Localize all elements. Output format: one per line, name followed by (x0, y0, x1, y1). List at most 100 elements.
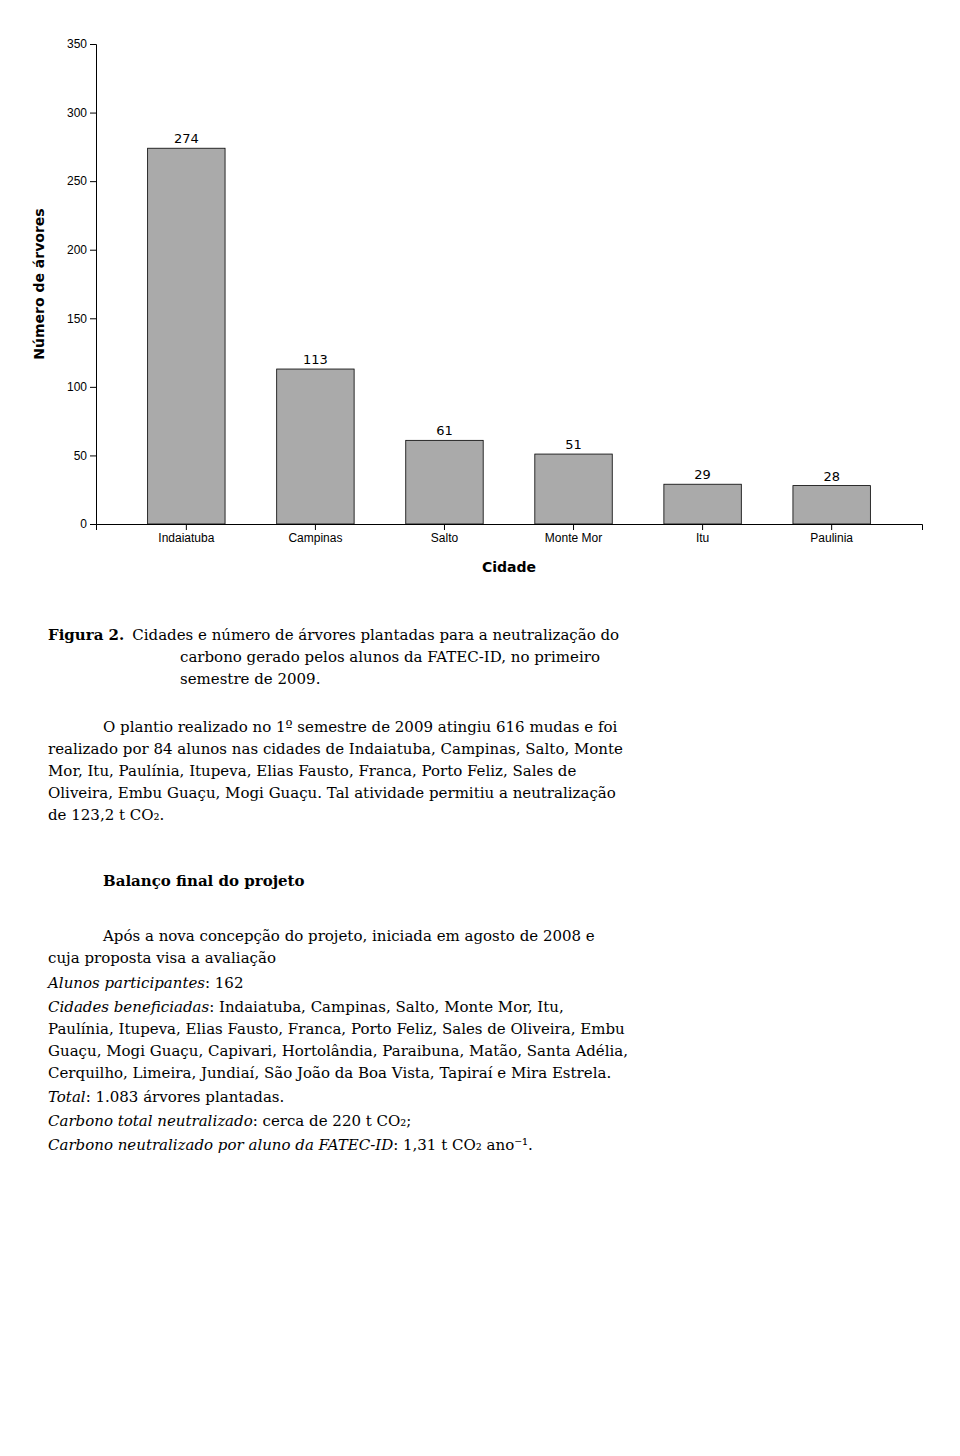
text-line: Cidades beneficiadas: Indaiatuba, Campin… (48, 998, 564, 1016)
text-line: realizado por 84 alunos nas cidades de I… (48, 740, 623, 758)
text-run: Guaçu, Mogi Guaçu, Capivari, Hortolândia… (48, 1042, 628, 1060)
text-run: O plantio realizado no 1º semestre de 20… (103, 718, 618, 736)
text-run: Paulínia, Itupeva, Elias Fausto, Franca,… (48, 1020, 625, 1038)
text-run: Carbono total neutralizado (48, 1112, 253, 1130)
text-line: Paulínia, Itupeva, Elias Fausto, Franca,… (48, 1020, 625, 1038)
y-axis: 0 50 100 150 200 250 300 350 (67, 37, 97, 531)
y-tick-label: 100 (67, 380, 87, 394)
y-tick-label: 150 (67, 312, 87, 326)
text-line: Cerquilho, Limeira, Jundiaí, São João da… (48, 1064, 611, 1082)
text-line: Oliveira, Embu Guaçu, Mogi Guaçu. Tal at… (48, 784, 616, 802)
x-tick-label: Monte Mor (545, 531, 602, 545)
y-tick-label: 50 (74, 449, 88, 463)
page: 274 113 61 51 29 28 0 50 100 150 200 250 300 350 Indai… (0, 0, 960, 1456)
y-tick-mark (90, 524, 96, 525)
x-axis: Indaiatuba Campinas Salto Monte Mor Itu Pauli… (97, 524, 923, 545)
text-line: Figura 2. Cidades e número de árvores pla… (48, 626, 619, 644)
text-line: Total: 1.083 árvores plantadas. (48, 1088, 284, 1106)
data-label: 51 (565, 437, 582, 452)
y-tick-label: 0 (80, 517, 87, 531)
text-run: Total (48, 1088, 86, 1106)
y-tick-label: 350 (67, 37, 87, 51)
x-tick: Indaiatuba (158, 524, 214, 545)
text-run: Alunos participantes (46, 974, 205, 992)
text-run: Cerquilho, Limeira, Jundiaí, São João da… (48, 1064, 611, 1082)
body-text: Figura 2. Cidades e número de árvores pla… (46, 626, 628, 1154)
text-run: semestre de 2009. (180, 670, 320, 688)
x-tick-label: Indaiatuba (158, 531, 214, 545)
text-line: Alunos participantes: 162 (46, 974, 243, 992)
x-tick: Campinas (288, 524, 342, 545)
x-tick: Paulinia (810, 524, 853, 545)
bar (148, 148, 225, 524)
y-tick: 50 (74, 449, 96, 463)
x-tick: Salto (431, 524, 459, 545)
bar (664, 484, 741, 524)
x-tick: Itu (696, 524, 709, 545)
data-label: 113 (303, 352, 328, 367)
bar (277, 369, 354, 524)
y-tick-mark (90, 387, 96, 388)
x-tick-label: Campinas (288, 531, 342, 545)
text-line: Após a nova concepção do projeto, inicia… (102, 927, 595, 945)
y-axis-line (90, 45, 97, 525)
x-tick-mark (573, 524, 574, 530)
bars (148, 148, 871, 524)
y-tick-mark (90, 113, 96, 114)
text-run: : 1,31 t CO₂ ano⁻¹. (393, 1136, 533, 1154)
x-axis-line (97, 525, 923, 531)
text-run: de 123,2 t CO₂. (48, 806, 164, 824)
y-tick-mark (90, 318, 96, 319)
y-tick: 350 (67, 37, 96, 51)
text-line: Guaçu, Mogi Guaçu, Capivari, Hortolândia… (48, 1042, 628, 1060)
text-run: Cidades e número de árvores plantadas pa… (132, 626, 619, 644)
y-tick: 0 (80, 517, 96, 531)
x-axis-title: Cidade (482, 559, 536, 575)
text-run: : Indaiatuba, Campinas, Salto, Monte Mor… (209, 998, 564, 1016)
bar (406, 440, 483, 524)
text-run: cuja proposta visa a avaliação (48, 949, 276, 967)
text-line: Mor, Itu, Paulínia, Itupeva, Elias Faust… (48, 762, 576, 780)
y-tick: 250 (67, 174, 96, 188)
text-run: Balanço final do projeto (103, 872, 305, 890)
x-tick-mark (444, 524, 445, 530)
x-tick-label: Itu (696, 531, 709, 545)
text-run: Carbono neutralizado por aluno da FATEC-… (48, 1136, 393, 1154)
data-labels: 274 113 61 51 29 28 (174, 131, 840, 483)
y-tick-label: 200 (67, 243, 87, 257)
data-label: 28 (823, 469, 840, 484)
text-line: Balanço final do projeto (103, 872, 305, 890)
y-axis-title: Número de árvores (31, 208, 47, 359)
text-line: cuja proposta visa a avaliação (48, 949, 276, 967)
text-run: : 162 (205, 974, 243, 992)
text-line: semestre de 2009. (180, 670, 320, 688)
y-tick-mark (90, 181, 96, 182)
y-tick-mark (90, 455, 96, 456)
y-tick-label: 250 (67, 174, 87, 188)
text-run: Figura 2. (48, 626, 124, 644)
data-label: 61 (436, 423, 453, 438)
data-label: 29 (694, 467, 711, 482)
text-run: : cerca de 220 t CO₂; (253, 1112, 412, 1130)
x-tick-label: Paulinia (810, 531, 853, 545)
text-run: realizado por 84 alunos nas cidades de I… (48, 740, 623, 758)
y-tick-mark (90, 44, 96, 45)
y-tick: 300 (67, 106, 96, 120)
text-line: Carbono total neutralizado: cerca de 220… (48, 1112, 411, 1130)
x-tick-mark (702, 524, 703, 530)
y-tick-label: 300 (67, 106, 87, 120)
bar (793, 486, 870, 524)
text-line: O plantio realizado no 1º semestre de 20… (103, 718, 618, 736)
x-tick-mark (315, 524, 316, 530)
text-line: de 123,2 t CO₂. (48, 806, 164, 824)
text-run: carbono gerado pelos alunos da FATEC-ID,… (180, 648, 600, 666)
data-label: 274 (174, 131, 199, 146)
text-line: Carbono neutralizado por aluno da FATEC-… (48, 1136, 533, 1154)
text-line: carbono gerado pelos alunos da FATEC-ID,… (180, 648, 600, 666)
text-run: : 1.083 árvores plantadas. (86, 1088, 285, 1106)
y-tick-mark (90, 250, 96, 251)
text-run: Oliveira, Embu Guaçu, Mogi Guaçu. Tal at… (48, 784, 616, 802)
bar (535, 454, 612, 524)
x-tick-mark (831, 524, 832, 530)
text-run: Mor, Itu, Paulínia, Itupeva, Elias Faust… (48, 762, 576, 780)
